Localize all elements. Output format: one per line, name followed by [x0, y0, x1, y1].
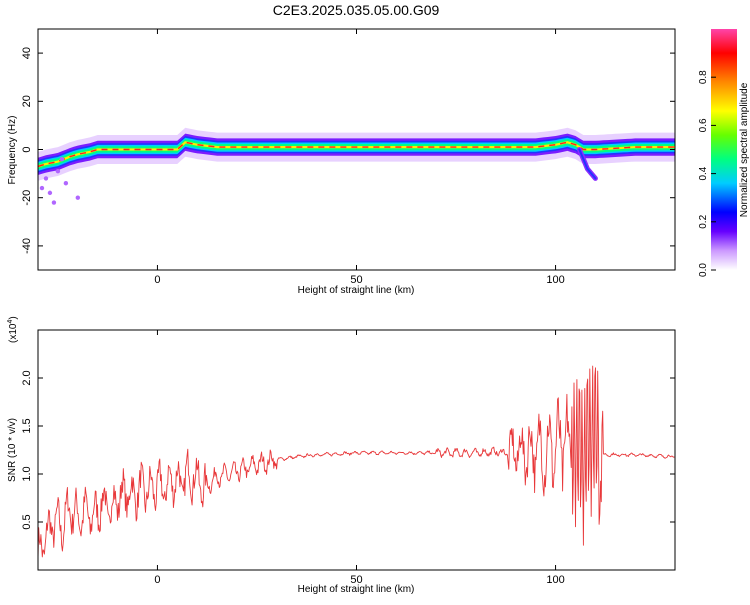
colorbar-tick-label: 0.4 [698, 166, 709, 180]
spectrum-branch-core [578, 148, 597, 180]
snr-x-tick-label: 0 [154, 574, 160, 586]
spectrogram-y-tick-label: 40 [21, 47, 33, 59]
spectrogram-y-tick-label: 0 [21, 146, 33, 152]
colorbar-tick-label: 0.8 [698, 70, 709, 84]
snr-ticks: 0 50 100 0.5 1.0 1.5 2.0 [21, 330, 675, 586]
snr-plot-area [38, 330, 675, 570]
spectrum-noise-dot [51, 200, 57, 205]
spectrogram-marks [38, 127, 675, 205]
snr-y-tick-label: 1.5 [21, 418, 33, 433]
snr-y-multiplier: (x104) [7, 316, 19, 343]
snr-x-tick-label: 100 [546, 574, 564, 586]
snr-panel: 0 50 100 0.5 1.0 1.5 2.0 Height of straight li… [7, 316, 676, 595]
spectrogram-x-tick-label: 50 [350, 274, 362, 286]
spectrum-noise-dot [75, 195, 81, 200]
spectrum-peak-line [38, 141, 675, 168]
spectrogram-y-tick-label: 20 [21, 95, 33, 107]
spectrogram-y-tick-label: -20 [21, 190, 33, 206]
snr-y-axis-label: SNR (10 * v/v) [7, 418, 18, 482]
colorbar-gradient [711, 29, 737, 270]
chart-title: C2E3.2025.035.05.00.G09 [273, 2, 440, 18]
colorbar-ticks: 0.0 0.2 0.4 0.6 0.8 [698, 70, 716, 277]
spectrum-noise-dot [59, 156, 65, 162]
spectrum-noise-dot [43, 176, 49, 181]
spectrogram-y-tick-label: -40 [21, 238, 33, 254]
snr-y-tick-label: 2.0 [21, 370, 33, 385]
spectrum-noise-dot [55, 168, 61, 174]
snr-x-axis-label: Height of straight line (km) [298, 584, 415, 595]
colorbar-tick-label: 0.0 [698, 263, 709, 277]
colorbar-tick-label: 0.6 [698, 118, 709, 132]
spectrogram-x-tick-label: 100 [546, 274, 564, 286]
colorbar-label: Normalized spectral amplitude [739, 82, 750, 217]
snr-y-tick-label: 1.0 [21, 466, 33, 481]
spectrum-noise-dot [63, 181, 69, 186]
snr-y-tick-label: 0.5 [21, 514, 33, 529]
spectrogram-panel: 0 50 100 40 20 0 -20 -40 Height of straight lin… [7, 28, 676, 296]
spectrum-noise-dot [47, 190, 53, 196]
spectrogram-y-axis-label: Frequency (Hz) [7, 116, 18, 185]
snr-series-line [38, 365, 675, 559]
colorbar-tick-label: 0.2 [698, 214, 709, 228]
snr-x-tick-label: 50 [350, 574, 362, 586]
spectrogram-x-tick-label: 0 [154, 274, 160, 286]
spectrogram-x-axis-label: Height of straight line (km) [298, 285, 415, 296]
spectrogram-ticks: 0 50 100 40 20 0 -20 -40 [21, 29, 675, 286]
spectrum-noise-dot [39, 185, 45, 191]
snr-marks [38, 365, 675, 559]
colorbar: 0.0 0.2 0.4 0.6 0.8 Normalized spectral ampl… [698, 29, 750, 277]
